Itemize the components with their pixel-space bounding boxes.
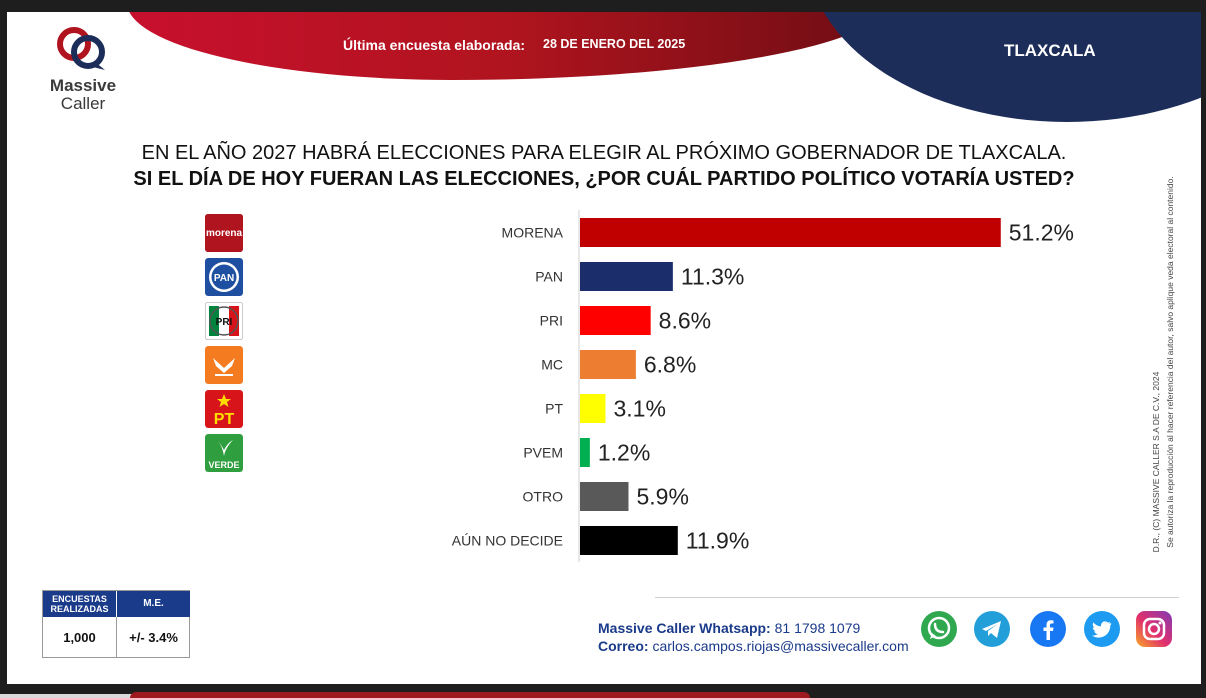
email-address[interactable]: carlos.campos.riojas@massivecaller.com (652, 638, 909, 654)
speech-bubble-logo-icon (57, 27, 105, 70)
whatsapp-contact: Massive Caller Whatsapp: 81 1798 1079 (598, 620, 860, 636)
brand-line2: Caller (60, 94, 106, 113)
email-contact: Correo: carlos.campos.riojas@massivecall… (598, 638, 909, 654)
copyright-line1: D.R., (C) MASSIVE CALLER S.A DE C.V., 20… (1151, 371, 1161, 552)
bar (580, 526, 678, 555)
bar (580, 482, 629, 511)
margin-label: M.E. (116, 591, 190, 617)
category-label: PRI (540, 313, 563, 329)
data-label: 5.9% (636, 484, 688, 510)
whatsapp-label: Massive Caller Whatsapp: (598, 620, 771, 636)
bar (580, 438, 590, 467)
instagram-icon[interactable] (1135, 610, 1173, 648)
surveys-value: 1,000 (63, 629, 96, 645)
whatsapp-number: 81 1798 1079 (774, 620, 861, 636)
bottom-strip (0, 684, 1206, 698)
bar (580, 262, 673, 291)
surveys-label: ENCUESTAS REALIZADAS (43, 591, 116, 617)
stats-box: ENCUESTAS REALIZADAS M.E. 1,000 +/- 3.4% (42, 590, 190, 658)
copyright-note: D.R., (C) MASSIVE CALLER S.A DE C.V., 20… (1151, 176, 1175, 552)
whatsapp-icon[interactable] (920, 610, 958, 648)
mc-logo-icon (205, 346, 243, 384)
category-label: PVEM (523, 445, 563, 461)
bar (580, 394, 606, 423)
category-label: AÚN NO DECIDE (452, 533, 563, 549)
data-label: 8.6% (659, 308, 711, 334)
question-line1: EN EL AÑO 2027 HABRÁ ELECCIONES PARA ELE… (141, 142, 1067, 164)
data-label: 51.2% (1009, 220, 1074, 246)
brand-line1: Massive (49, 76, 117, 95)
infographic: Última encuesta elaborada: 28 DE ENERO D… (7, 12, 1201, 684)
survey-date: 28 DE ENERO DEL 2025 (543, 37, 686, 51)
category-label: PT (545, 401, 563, 417)
data-label: 6.8% (644, 352, 696, 378)
morena-logo-icon: morena (205, 214, 243, 252)
footer-divider (655, 597, 1179, 598)
copyright-line2: Se autoriza la reproducción al hacer ref… (1165, 176, 1175, 547)
data-label: 3.1% (613, 396, 665, 422)
twitter-icon[interactable] (1083, 610, 1121, 648)
category-label: OTRO (523, 489, 564, 505)
margin-value: +/- 3.4% (116, 617, 190, 657)
category-label: PAN (535, 269, 563, 285)
svg-text:PT: PT (214, 411, 235, 428)
data-label: 11.9% (686, 528, 750, 554)
svg-text:morena: morena (206, 228, 243, 239)
facebook-icon[interactable] (1029, 610, 1067, 648)
survey-label: Última encuesta elaborada: (343, 37, 526, 53)
email-label: Correo: (598, 638, 649, 654)
svg-text:PRI: PRI (216, 317, 233, 328)
bar (580, 350, 636, 379)
pri-logo-icon: PRI (205, 302, 243, 340)
region-label: TLAXCALA (1004, 41, 1096, 60)
data-label: 11.3% (681, 264, 745, 290)
question-line2: SI EL DÍA DE HOY FUERAN LAS ELECCIONES, … (133, 168, 1075, 190)
category-label: MORENA (502, 225, 564, 241)
svg-text:VERDE: VERDE (208, 460, 239, 470)
data-label: 1.2% (598, 440, 650, 466)
bar (580, 306, 651, 335)
massive-caller-logo: Massive Caller (43, 26, 123, 116)
category-label: MC (541, 357, 563, 373)
pvem-logo-icon: VERDE (205, 434, 243, 472)
pt-logo-icon: PT (205, 390, 243, 428)
svg-text:PAN: PAN (214, 273, 234, 284)
telegram-icon[interactable] (973, 610, 1011, 648)
bar (580, 218, 1001, 247)
pan-logo-icon: PAN (205, 258, 243, 296)
bar-chart: MORENA 51.2% PAN 11.3% PRI 8.6% MC 6.8% PT 3.1% PV… (452, 210, 1074, 562)
